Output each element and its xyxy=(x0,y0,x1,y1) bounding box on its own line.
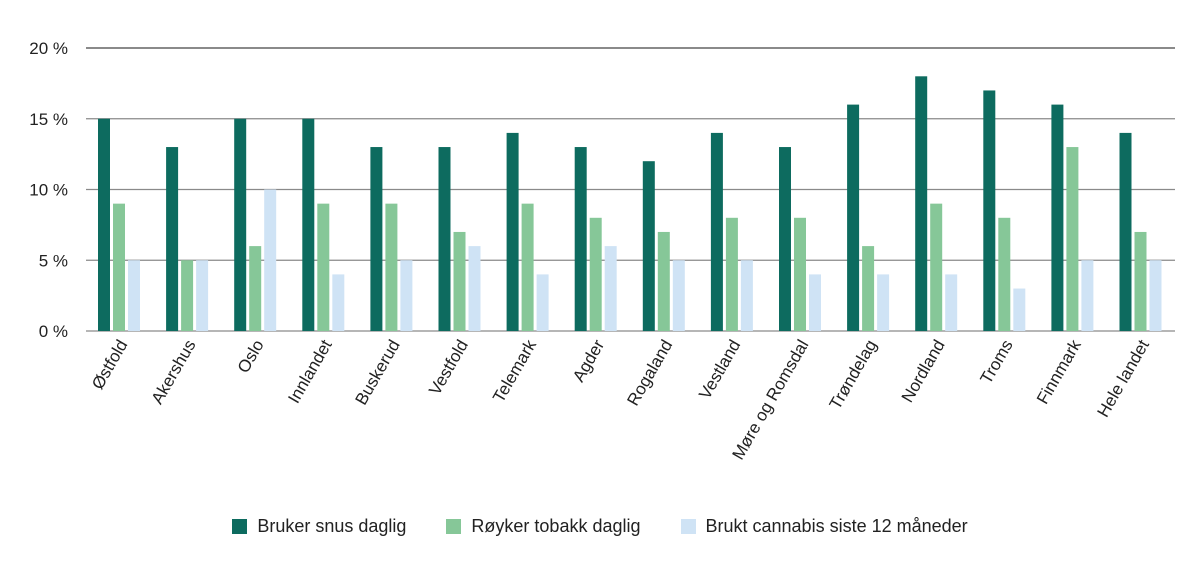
y-tick-label: 10 % xyxy=(29,181,68,200)
bar xyxy=(468,246,481,331)
bar xyxy=(847,104,860,331)
bar xyxy=(1013,288,1026,331)
x-tick-label: Trøndelag xyxy=(826,337,881,413)
bar xyxy=(574,147,587,331)
y-tick-label: 20 % xyxy=(29,39,68,58)
legend: Bruker snus daglig Røyker tobakk daglig … xyxy=(0,516,1200,537)
bar xyxy=(710,132,723,331)
bar xyxy=(794,217,806,331)
bar xyxy=(604,246,617,331)
x-tick-label: Rogaland xyxy=(623,337,676,410)
legend-label-cannabis: Brukt cannabis siste 12 måneder xyxy=(705,516,968,536)
bar xyxy=(317,203,330,331)
bar xyxy=(877,274,890,331)
bar xyxy=(196,260,209,331)
bar xyxy=(166,147,179,331)
bar xyxy=(400,260,413,331)
y-tick-label: 0 % xyxy=(39,322,68,341)
x-tick-label: Vestland xyxy=(695,337,744,403)
legend-label-tobakk: Røyker tobakk daglig xyxy=(471,516,641,536)
bar xyxy=(506,132,519,331)
bar xyxy=(128,260,140,331)
bar xyxy=(657,231,670,331)
bar xyxy=(234,118,247,331)
x-tick-label: Vestfold xyxy=(425,337,472,399)
legend-item-tobakk: Røyker tobakk daglig xyxy=(446,516,641,537)
bar xyxy=(332,274,345,331)
bar xyxy=(249,246,262,331)
x-tick-label: Buskerud xyxy=(351,337,403,409)
x-tick-label: Møre og Romsdal xyxy=(728,337,812,464)
legend-swatch-tobakk xyxy=(446,519,462,534)
bar xyxy=(181,260,194,331)
bar xyxy=(779,147,791,331)
bar xyxy=(1119,132,1132,331)
bar xyxy=(536,274,549,331)
legend-item-snus: Bruker snus daglig xyxy=(232,516,406,537)
bar xyxy=(1051,104,1064,331)
bar xyxy=(385,203,398,331)
x-tick-label: Innlandet xyxy=(284,336,336,406)
x-tick-label: Telemark xyxy=(489,336,540,406)
y-tick-label: 5 % xyxy=(39,251,68,270)
x-tick-label: Finnmark xyxy=(1033,336,1085,407)
bar xyxy=(862,246,875,331)
bar xyxy=(438,147,451,331)
bar xyxy=(264,189,277,331)
x-tick-label: Nordland xyxy=(898,337,949,406)
bar xyxy=(589,217,602,331)
x-tick-label: Agder xyxy=(569,336,608,385)
x-tick-label: Oslo xyxy=(234,337,268,377)
bar xyxy=(809,274,821,331)
x-tick-label: Østfold xyxy=(88,337,131,393)
x-tick-label: Troms xyxy=(977,337,1017,388)
y-tick-label: 15 % xyxy=(29,110,68,129)
bar xyxy=(302,118,315,331)
bar xyxy=(1134,231,1147,331)
legend-swatch-cannabis xyxy=(680,519,696,534)
legend-label-snus: Bruker snus daglig xyxy=(257,516,407,536)
bar xyxy=(1066,147,1079,331)
bar xyxy=(453,231,466,331)
bar xyxy=(930,203,943,331)
bar xyxy=(725,217,738,331)
bar xyxy=(998,217,1011,331)
bar xyxy=(98,118,110,331)
bar xyxy=(113,203,125,331)
bar xyxy=(672,260,685,331)
bar xyxy=(1081,260,1094,331)
bar xyxy=(983,90,996,331)
bar xyxy=(915,76,928,331)
legend-item-cannabis: Brukt cannabis siste 12 måneder xyxy=(680,516,968,537)
bar xyxy=(521,203,534,331)
bar xyxy=(740,260,753,331)
x-tick-label: Akershus xyxy=(148,337,200,408)
legend-swatch-snus xyxy=(232,519,248,534)
bar xyxy=(1149,260,1162,331)
x-tick-label: Hele landet xyxy=(1094,336,1154,420)
bar xyxy=(370,147,383,331)
bar xyxy=(642,161,655,331)
bar xyxy=(945,274,958,331)
